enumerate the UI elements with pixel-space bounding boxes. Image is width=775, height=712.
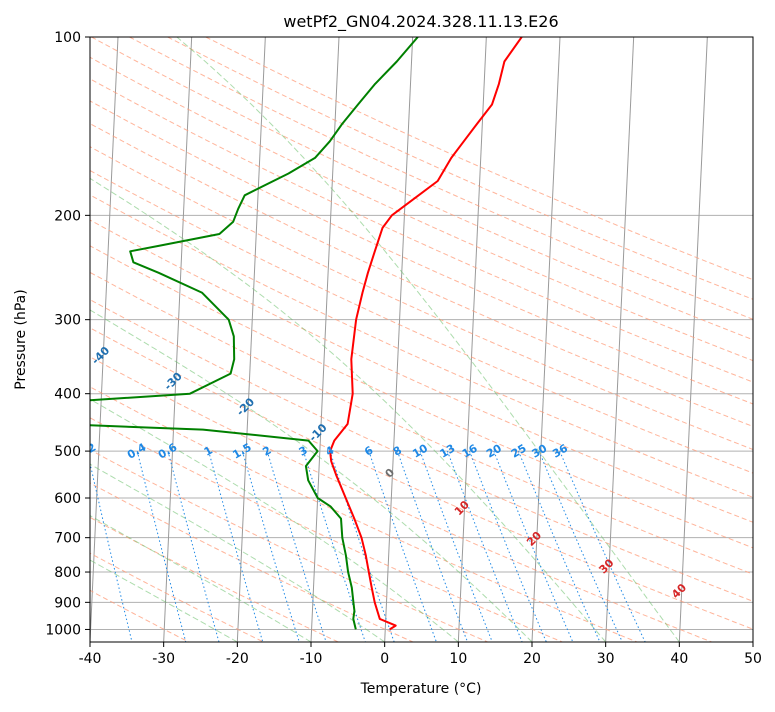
y-tick-label: 800 — [54, 565, 81, 581]
chart-title: wetPf2_GN04.2024.328.11.13.E26 — [283, 12, 558, 32]
y-tick-label: 400 — [54, 387, 81, 403]
x-tick-label: 30 — [597, 651, 615, 667]
y-tick-label: 300 — [54, 313, 81, 329]
y-tick-label: 500 — [54, 444, 81, 460]
y-tick-label: 700 — [54, 531, 81, 547]
y-tick-label: 100 — [54, 30, 81, 46]
y-tick-label: 200 — [54, 208, 81, 224]
x-tick-label: -40 — [79, 651, 102, 667]
x-tick-label: 20 — [523, 651, 541, 667]
plot-background — [90, 37, 753, 642]
x-tick-label: -30 — [152, 651, 175, 667]
y-tick-label: 600 — [54, 491, 81, 507]
x-tick-label: 50 — [744, 651, 762, 667]
x-tick-label: 40 — [670, 651, 688, 667]
y-tick-label: 1000 — [45, 622, 81, 638]
isotherm-line — [753, 37, 775, 642]
x-tick-label: 10 — [449, 651, 467, 667]
mixing-ratio-label: 0.1 — [28, 441, 51, 462]
x-tick-label: -20 — [226, 651, 249, 667]
x-axis-label: Temperature (°C) — [360, 681, 482, 697]
x-tick-label: 0 — [380, 651, 389, 667]
y-tick-label: 900 — [54, 595, 81, 611]
y-axis-label: Pressure (hPa) — [13, 289, 29, 389]
x-tick-label: -10 — [300, 651, 323, 667]
